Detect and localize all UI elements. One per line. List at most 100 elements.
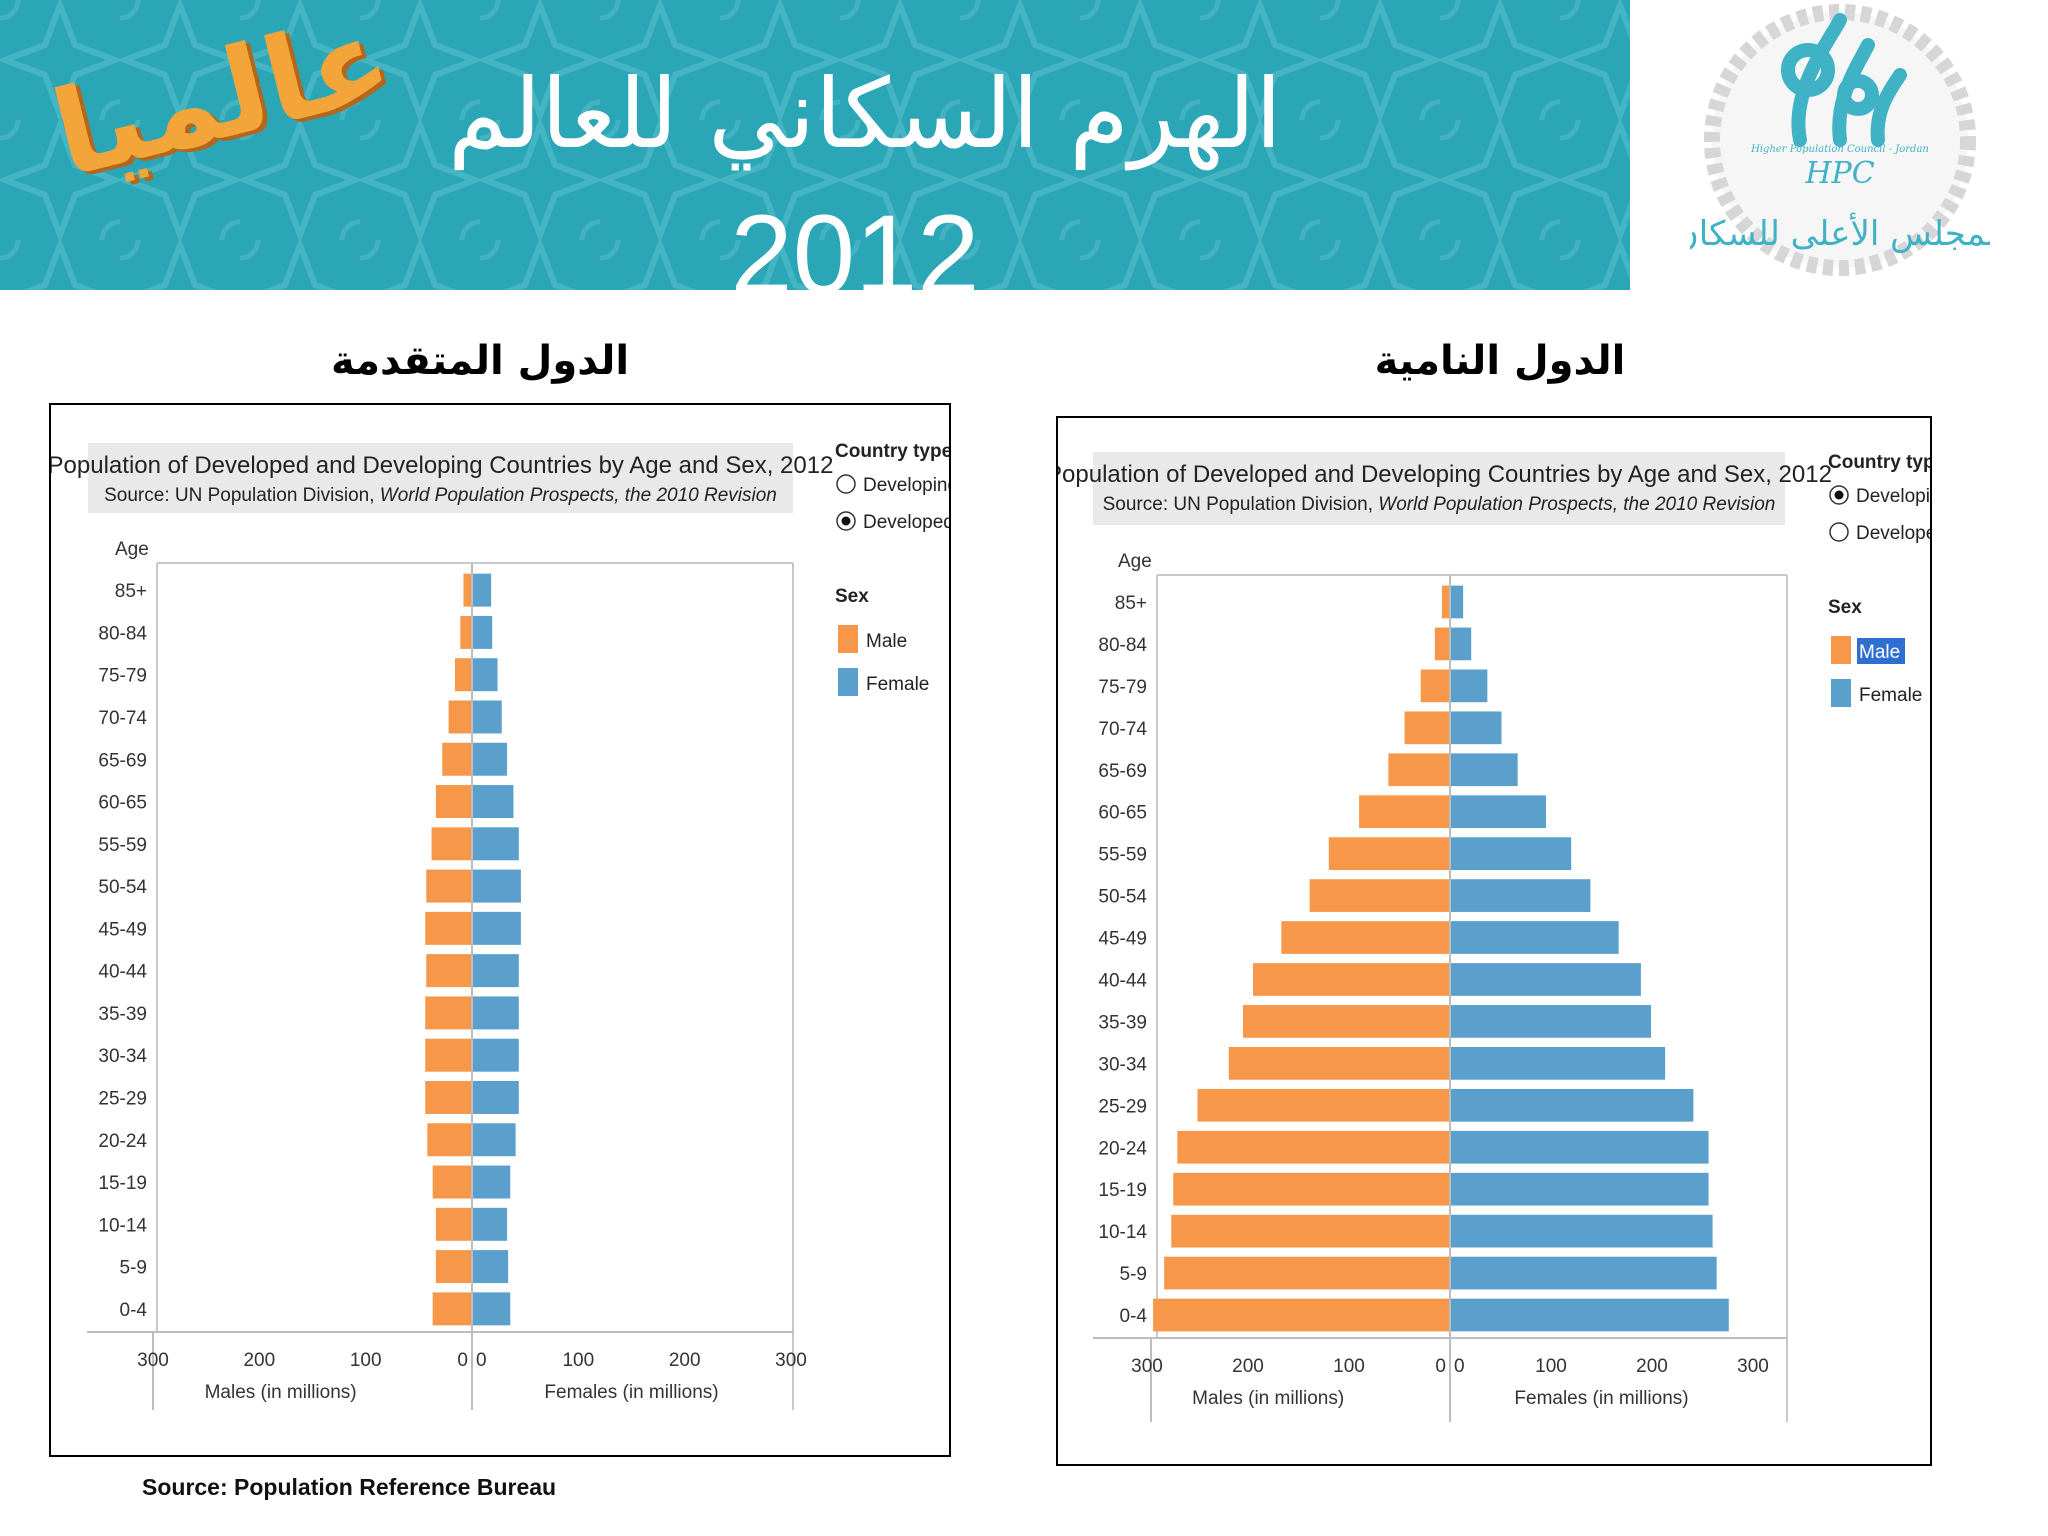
chart-source-line: Source: UN Population Division, World Po…: [104, 485, 777, 506]
logo-en-text: Higher Population Council - Jordan: [1750, 144, 1929, 155]
male-x-tick: 100: [1333, 1356, 1365, 1377]
age-tick-label: 30-34: [1098, 1054, 1147, 1075]
female-x-tick: 300: [1737, 1356, 1769, 1377]
developed-pyramid-chart: Population of Developed and Developing C…: [51, 441, 949, 1410]
country-radio-developed[interactable]: Developed: [836, 511, 949, 533]
age-tick-label: 75-79: [1098, 677, 1147, 698]
female-bar: [1450, 1130, 1709, 1164]
age-tick-label: 65-69: [1098, 761, 1147, 782]
female-bar: [472, 742, 508, 776]
country-radio-developing[interactable]: Developing: [1829, 485, 1930, 507]
female-bar: [1450, 669, 1488, 703]
female-bar: [472, 911, 521, 945]
country-radio-label: Developed: [1856, 523, 1930, 544]
chart-source-plain: Source: UN Population Division,: [104, 485, 380, 506]
female-bar: [472, 869, 521, 903]
country-radio-label: Developing: [863, 475, 949, 496]
logo-abbr: HPC: [1804, 156, 1874, 191]
age-axis-label: Age: [1118, 551, 1152, 572]
female-bar: [472, 1123, 516, 1157]
female-x-tick: 200: [669, 1350, 701, 1371]
female-bar: [472, 1207, 508, 1241]
male-x-tick: 0: [457, 1350, 468, 1371]
age-tick-label: 5-9: [1120, 1264, 1147, 1285]
female-bar: [1450, 1005, 1651, 1038]
female-bar: [1450, 1256, 1717, 1290]
male-bar: [425, 1038, 472, 1072]
male-bar: [463, 573, 472, 607]
country-radio-developed[interactable]: Developed: [1829, 522, 1930, 544]
male-bar: [431, 827, 472, 861]
female-bar: [472, 1165, 511, 1199]
female-bar: [472, 996, 519, 1030]
male-x-tick: 0: [1435, 1356, 1446, 1377]
female-bar: [1450, 837, 1572, 870]
female-bar: [472, 827, 519, 861]
legend-label-male: Male: [1859, 642, 1900, 663]
logo-ar-text: المجلس الأعلى للسكان: [1690, 212, 1990, 254]
female-bar: [1450, 1214, 1713, 1248]
developed-heading: الدول المتقدمة: [330, 338, 630, 384]
radio-dot: [841, 516, 851, 526]
age-tick-label: 20-24: [1098, 1138, 1147, 1159]
legend-label-female: Female: [866, 674, 929, 695]
male-axis-label: Males (in millions): [205, 1382, 357, 1403]
age-tick-label: 80-84: [1098, 635, 1147, 656]
male-x-tick: 300: [137, 1350, 169, 1371]
female-bar: [1450, 1047, 1666, 1080]
chart-title: Population of Developed and Developing C…: [51, 452, 833, 479]
male-bar: [1164, 1256, 1450, 1290]
male-axis-label: Males (in millions): [1192, 1388, 1344, 1409]
male-bar: [448, 700, 472, 734]
chart-source-italic: World Population Prospects, the 2010 Rev…: [380, 485, 777, 506]
legend-sex-title: Sex: [1828, 597, 1862, 618]
male-bar: [425, 996, 472, 1030]
male-bar: [435, 1250, 472, 1284]
chart-title: Population of Developed and Developing C…: [1058, 461, 1832, 488]
female-bar: [1450, 711, 1502, 745]
legend-swatch-male: [1831, 636, 1851, 664]
female-bar: [1450, 879, 1591, 912]
female-axis-label: Females (in millions): [544, 1382, 718, 1403]
legend-country-title: Country type: [835, 441, 949, 462]
female-x-tick: 300: [775, 1350, 807, 1371]
age-tick-label: 55-59: [98, 835, 147, 856]
age-tick-label: 25-29: [1098, 1096, 1147, 1117]
hpc-logo: Higher Population Council - Jordan HPC ا…: [1674, 0, 2006, 300]
chart-source-line: Source: UN Population Division, World Po…: [1103, 494, 1776, 515]
age-tick-label: 45-49: [1098, 929, 1147, 950]
age-tick-label: 0-4: [1120, 1306, 1148, 1327]
male-bar: [435, 1207, 472, 1241]
legend-highlight: [1857, 638, 1905, 664]
female-x-tick: 200: [1636, 1356, 1668, 1377]
source-note: Source: Population Reference Bureau: [142, 1474, 557, 1500]
female-bar: [1450, 1172, 1709, 1206]
age-tick-label: 60-65: [1098, 803, 1147, 824]
female-bar: [1450, 627, 1472, 661]
female-bar: [472, 1080, 519, 1114]
male-bar: [1171, 1214, 1450, 1248]
age-tick-label: 15-19: [98, 1173, 147, 1194]
title-banner: عالميا الهرم السكاني للعالم 2012: [0, 0, 1630, 290]
banner-pattern: [0, 0, 1630, 290]
female-bar: [472, 573, 492, 607]
female-x-tick: 100: [1535, 1356, 1567, 1377]
male-bar: [1434, 627, 1450, 661]
age-tick-label: 30-34: [98, 1046, 147, 1067]
legend-country-title: Country type: [1828, 452, 1930, 473]
age-tick-label: 40-44: [98, 962, 147, 983]
age-tick-label: 55-59: [1098, 845, 1147, 866]
female-bar: [472, 615, 493, 649]
male-bar: [1441, 585, 1450, 619]
female-bar: [472, 1038, 519, 1072]
chart-title-box: [88, 443, 793, 513]
age-tick-label: 0-4: [120, 1300, 148, 1321]
male-bar: [1328, 837, 1450, 870]
chart-source-italic: World Population Prospects, the 2010 Rev…: [1378, 494, 1775, 515]
female-axis-label: Females (in millions): [1514, 1388, 1688, 1409]
country-radio-developing[interactable]: Developing: [836, 474, 949, 496]
age-tick-label: 5-9: [120, 1258, 147, 1279]
male-bar: [454, 658, 472, 692]
slide-title: الهرم السكاني للعالم: [448, 58, 1282, 170]
female-bar: [472, 1250, 509, 1284]
